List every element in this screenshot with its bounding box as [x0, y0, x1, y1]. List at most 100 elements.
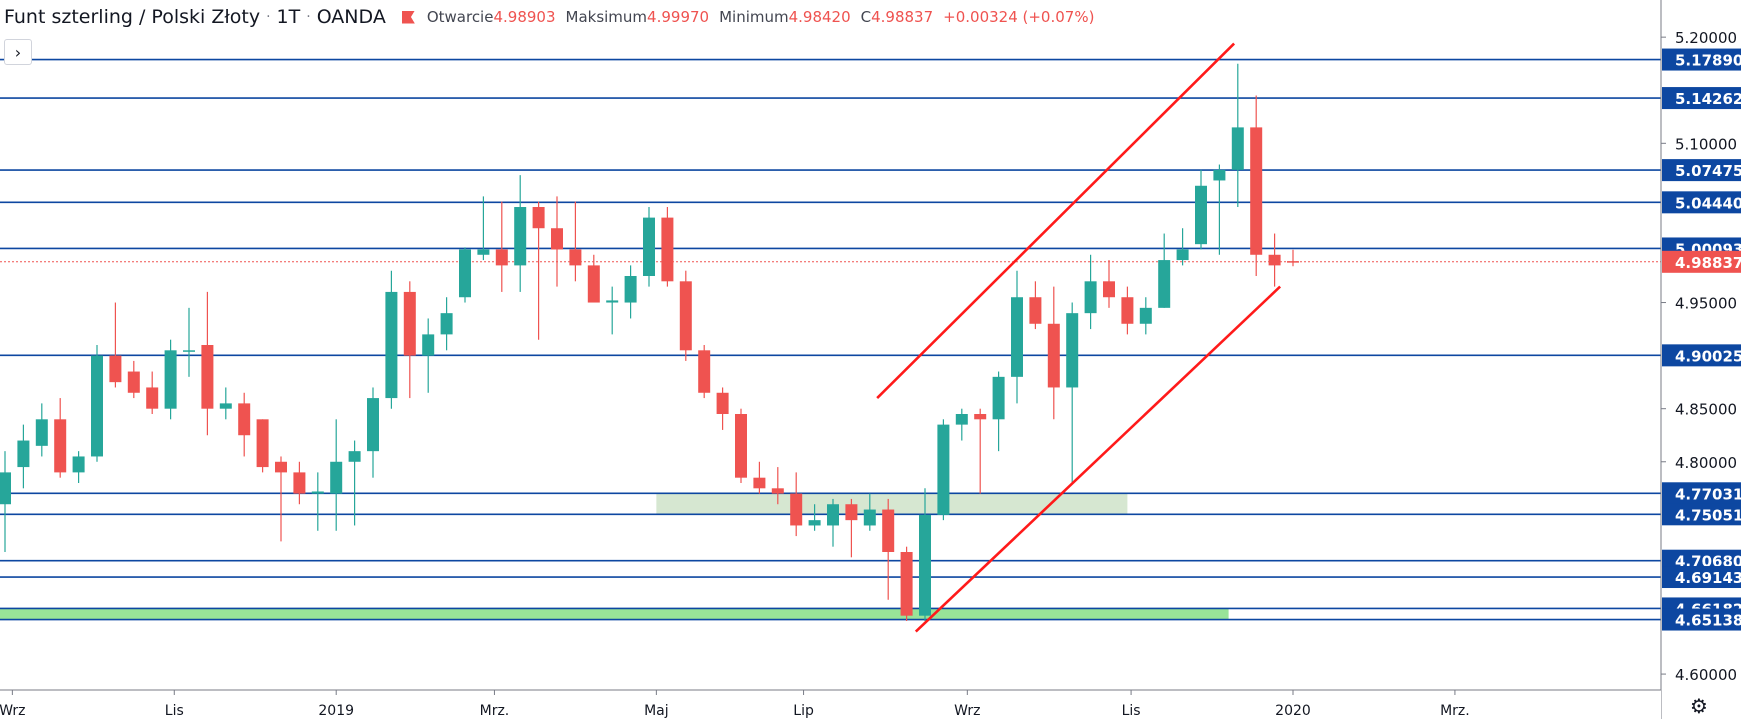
candle-body [735, 414, 747, 478]
candle [974, 408, 987, 494]
candle-body [827, 504, 839, 526]
candle [1195, 169, 1207, 250]
candle [863, 493, 876, 531]
candle-body [293, 472, 306, 494]
candle-body [201, 345, 214, 409]
candle [127, 360, 140, 399]
interval[interactable]: 1T [276, 6, 301, 28]
candle [1011, 270, 1023, 404]
candle [367, 387, 379, 478]
candle-body [1066, 313, 1079, 388]
time-tick-label: Mrz. [480, 703, 510, 719]
open-value: 4.98903 [493, 8, 556, 26]
candle [1029, 281, 1042, 330]
candle-body [1195, 185, 1207, 245]
candle [440, 297, 453, 351]
close-label: C [860, 8, 872, 26]
candle-body [919, 514, 931, 616]
candle [311, 472, 324, 531]
candle-body [348, 451, 361, 462]
symbol-name[interactable]: Funt szterling / Polski Złoty [4, 6, 261, 28]
level-label-text: 4.90025 [1675, 347, 1741, 365]
candle [54, 398, 67, 478]
support-zone [0, 608, 1229, 620]
low-value: 4.98420 [788, 8, 851, 26]
candle [937, 419, 950, 521]
level-label-text: 4.69143 [1675, 569, 1741, 587]
level-price-label: 4.77031 [1662, 482, 1741, 505]
candle-body [1176, 249, 1189, 261]
candle-body [91, 355, 103, 457]
candle-body [238, 403, 251, 436]
candle-body [54, 419, 67, 473]
candle [477, 196, 490, 261]
level-label-text: 5.07475 [1675, 162, 1741, 180]
candle-body [753, 477, 766, 489]
flag-icon[interactable] [401, 10, 415, 24]
candle [753, 461, 766, 494]
close-value: 4.98837 [871, 8, 934, 26]
candle [606, 286, 619, 335]
candle-body [1029, 297, 1042, 324]
candle [587, 254, 600, 303]
candle-body [1047, 323, 1060, 388]
level-label-bg [1662, 344, 1741, 367]
candle [1268, 233, 1281, 287]
candle-body [1268, 254, 1281, 266]
candle-body [0, 472, 11, 505]
candle [164, 339, 177, 420]
candle-body [992, 376, 1005, 420]
candle-body [900, 552, 913, 616]
time-tick-label: Lis [165, 703, 184, 719]
candle-body [1139, 307, 1152, 324]
channel-upper [876, 42, 1236, 399]
level-label-bg [1662, 503, 1741, 526]
level-price-label: 4.65138 [1662, 608, 1741, 631]
candle-body [845, 504, 858, 521]
level-label-bg [1662, 608, 1741, 631]
level-label-text: 4.77031 [1675, 485, 1741, 503]
candle [183, 307, 195, 377]
time-tick-label: Wrz [0, 703, 26, 719]
candle [146, 371, 159, 414]
candle [72, 451, 85, 483]
candle-body [17, 440, 30, 468]
level-label-text: 5.14262 [1675, 90, 1741, 108]
candle-body [606, 300, 619, 303]
candle [716, 387, 729, 430]
candle [91, 345, 103, 462]
price-tick-label: 5.10000 [1675, 135, 1737, 153]
candle-body [164, 350, 177, 409]
candle [293, 461, 306, 505]
price-tick-label: 4.95000 [1675, 295, 1737, 313]
source: OANDA [316, 6, 386, 28]
candle-body [587, 265, 600, 303]
level-label-bg [1662, 191, 1741, 214]
open-label: Otwarcie [426, 8, 494, 26]
candle [1084, 254, 1097, 330]
candle-body [477, 249, 490, 255]
separator-dot: · [306, 9, 311, 25]
legend-toggle-button[interactable]: › [4, 39, 32, 65]
candle-body [569, 249, 582, 266]
candle-body [882, 509, 895, 552]
level-label-text: 4.75051 [1675, 506, 1741, 524]
time-tick-label: Mrz. [1440, 703, 1470, 719]
candle [624, 265, 637, 319]
candle-body [256, 419, 269, 468]
candle [1231, 63, 1244, 207]
candle [992, 371, 1005, 452]
low-label: Minimum [719, 8, 789, 26]
price-tick-label: 4.80000 [1675, 454, 1737, 472]
time-tick-label: Maj [644, 703, 669, 719]
candle-body [183, 350, 195, 352]
candle [643, 207, 655, 287]
candle [1158, 233, 1171, 308]
settings-button[interactable]: ⚙ [1688, 694, 1710, 718]
candle [532, 201, 545, 340]
candle-body [955, 414, 968, 425]
price-tick-label: 5.20000 [1675, 29, 1737, 47]
candle-body [459, 249, 471, 298]
